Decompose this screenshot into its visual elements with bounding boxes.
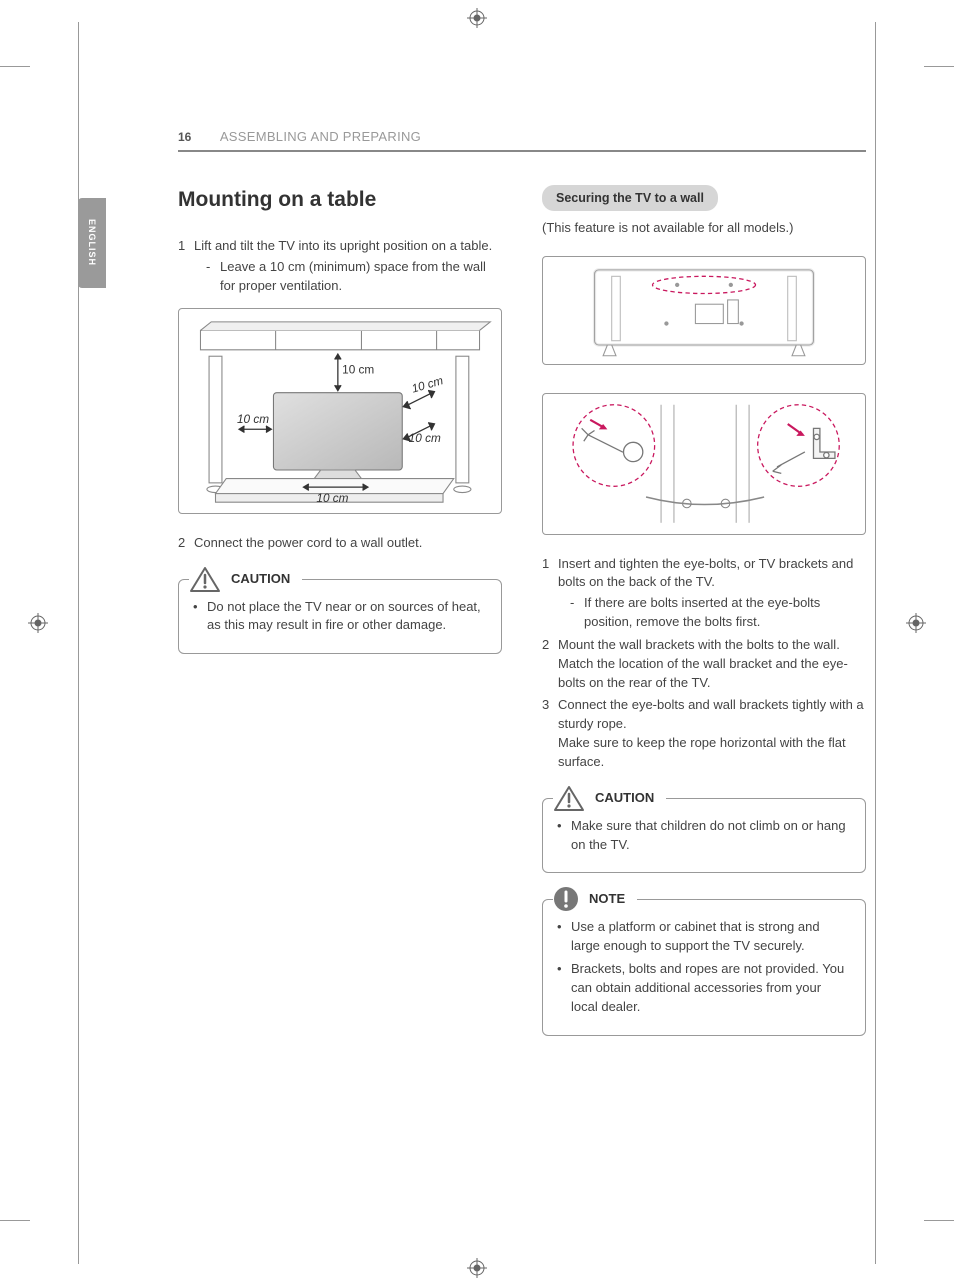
list-item: • Use a platform or cabinet that is stro… — [557, 918, 851, 956]
step-text: Lift and tilt the TV into its upright po… — [194, 238, 492, 253]
caution-text: Do not place the TV near or on sources o… — [207, 598, 487, 636]
sub-text: Leave a 10 cm (minimum) space from the w… — [220, 258, 502, 296]
left-column: Mounting on a table 1 Lift and tilt the … — [178, 185, 502, 1036]
table-mount-diagram: 10 cm 10 cm 10 cm 10 cm 10 cm — [178, 308, 502, 514]
caution-box: CAUTION • Make sure that children do not… — [542, 798, 866, 874]
svg-text:10 cm: 10 cm — [410, 373, 445, 395]
bullet-icon: • — [557, 918, 571, 956]
language-label: ENGLISH — [87, 219, 97, 266]
caution-title: CAUTION — [589, 789, 660, 808]
registration-mark-icon — [28, 613, 48, 633]
list-item: 2 Connect the power cord to a wall outle… — [178, 534, 502, 553]
svg-text:10 cm: 10 cm — [342, 362, 374, 376]
caution-title: CAUTION — [225, 570, 296, 589]
list-item: • Do not place the TV near or on sources… — [193, 598, 487, 636]
note-circle-icon — [553, 886, 579, 912]
list-item: - Leave a 10 cm (minimum) space from the… — [194, 258, 502, 296]
svg-text:10 cm: 10 cm — [409, 431, 441, 445]
caution-box: CAUTION • Do not place the TV near or on… — [178, 579, 502, 655]
list-item: 2 Mount the wall brackets with the bolts… — [542, 636, 866, 693]
note-text: Brackets, bolts and ropes are not provid… — [571, 960, 851, 1017]
dash-icon: - — [570, 594, 584, 632]
caution-triangle-icon — [189, 566, 221, 594]
step-text: Insert and tighten the eye-bolts, or TV … — [558, 556, 853, 590]
crop-mark-icon — [0, 1220, 30, 1221]
right-steps: 1 Insert and tighten the eye-bolts, or T… — [542, 555, 866, 772]
section-heading: Mounting on a table — [178, 185, 502, 215]
header-title: ASSEMBLING AND PREPARING — [220, 129, 421, 144]
crop-mark-icon — [0, 66, 30, 67]
page-number: 16 — [178, 130, 191, 144]
dash-icon: - — [206, 258, 220, 296]
caution-text: Make sure that children do not climb on … — [571, 817, 851, 855]
left-steps-2: 2 Connect the power cord to a wall outle… — [178, 534, 502, 553]
step-number: 1 — [178, 237, 194, 296]
step-number: 2 — [178, 534, 194, 553]
list-item: - If there are bolts inserted at the eye… — [558, 594, 866, 632]
caution-triangle-icon — [553, 785, 585, 813]
step-text: Connect the power cord to a wall outlet. — [194, 534, 502, 553]
availability-note: (This feature is not available for all m… — [542, 219, 866, 238]
wall-bracket-diagram — [542, 393, 866, 535]
left-steps: 1 Lift and tilt the TV into its upright … — [178, 237, 502, 296]
tv-rear-diagram — [542, 256, 866, 365]
bullet-icon: • — [193, 598, 207, 636]
bullet-icon: • — [557, 960, 571, 1017]
step-text: Match the location of the wall bracket a… — [558, 656, 848, 690]
crop-mark-icon — [924, 66, 954, 67]
note-text: Use a platform or cabinet that is strong… — [571, 918, 851, 956]
svg-text:10 cm: 10 cm — [237, 412, 269, 426]
step-text: Make sure to keep the rope horizontal wi… — [558, 735, 846, 769]
page-header: 16 ASSEMBLING AND PREPARING — [178, 128, 866, 152]
list-item: • Brackets, bolts and ropes are not prov… — [557, 960, 851, 1017]
crop-mark-icon — [924, 1220, 954, 1221]
svg-text:10 cm: 10 cm — [316, 491, 348, 505]
step-number: 2 — [542, 636, 558, 693]
sub-text: If there are bolts inserted at the eye-b… — [584, 594, 866, 632]
list-item: 3 Connect the eye-bolts and wall bracket… — [542, 696, 866, 771]
section-pill: Securing the TV to a wall — [542, 185, 718, 211]
list-item: 1 Insert and tighten the eye-bolts, or T… — [542, 555, 866, 632]
step-number: 1 — [542, 555, 558, 632]
language-tab: ENGLISH — [78, 198, 106, 288]
bullet-icon: • — [557, 817, 571, 855]
list-item: 1 Lift and tilt the TV into its upright … — [178, 237, 502, 296]
registration-mark-icon — [906, 613, 926, 633]
list-item: • Make sure that children do not climb o… — [557, 817, 851, 855]
right-column: Securing the TV to a wall (This feature … — [542, 185, 866, 1036]
step-text: Connect the eye-bolts and wall brackets … — [558, 697, 864, 731]
note-box: NOTE • Use a platform or cabinet that is… — [542, 899, 866, 1035]
content-area: Mounting on a table 1 Lift and tilt the … — [178, 185, 866, 1036]
note-title: NOTE — [583, 890, 631, 909]
step-text: Mount the wall brackets with the bolts t… — [558, 637, 840, 652]
step-number: 3 — [542, 696, 558, 771]
